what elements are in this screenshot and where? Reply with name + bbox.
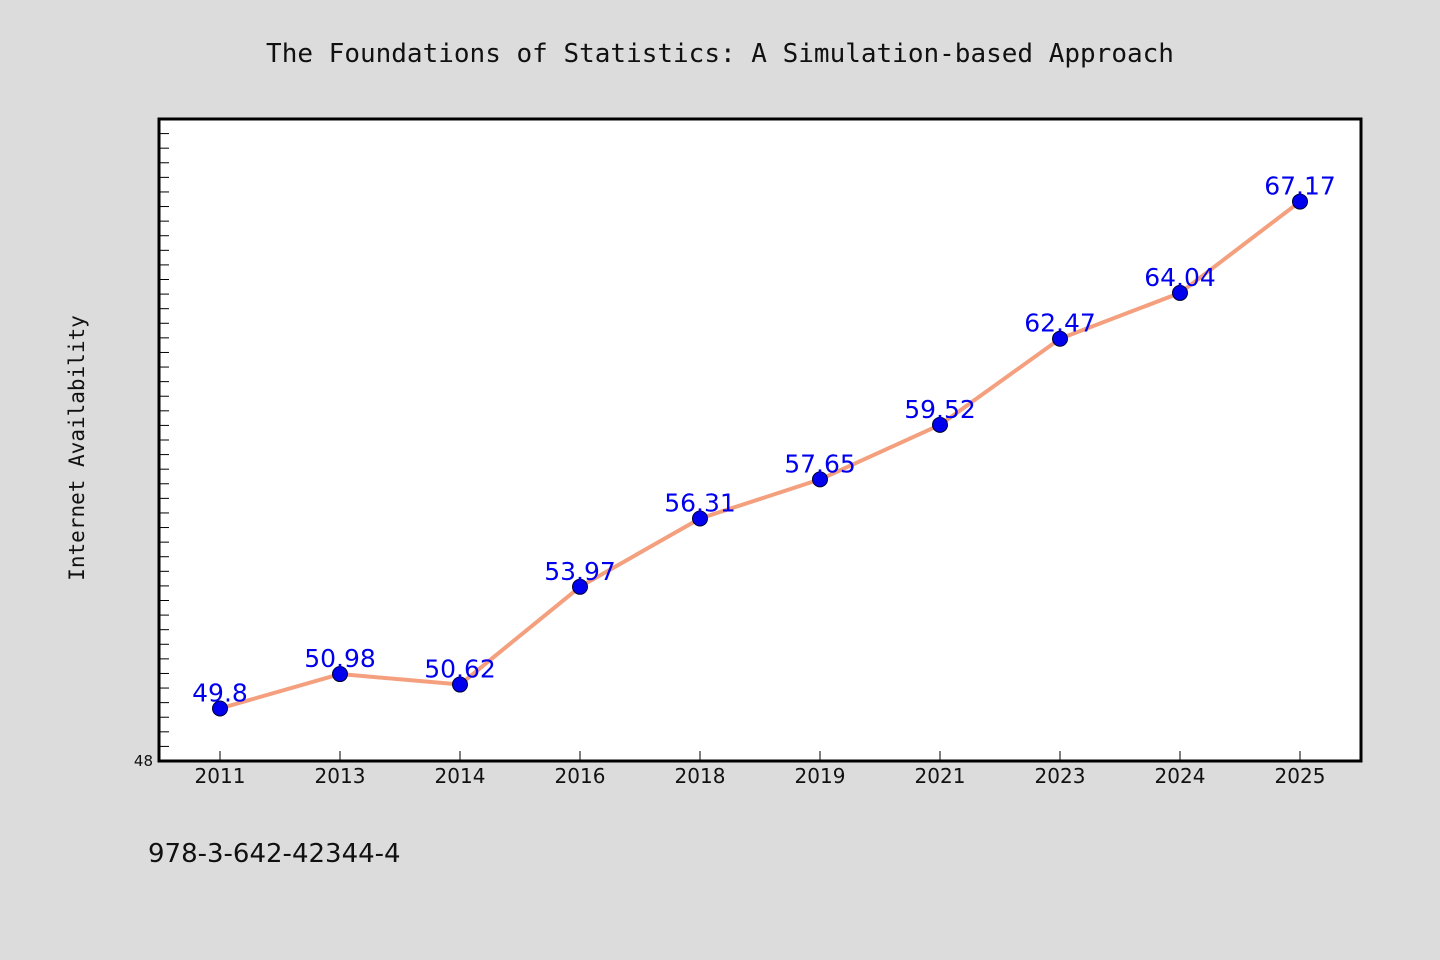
plot-area [157,117,1363,763]
chart-title: The Foundations of Statistics: A Simulat… [266,39,1174,69]
data-point [332,666,348,683]
data-point [692,510,708,527]
x-tick-label: 2014 [435,764,486,788]
series-line [218,199,1302,711]
x-tick-label: 2019 [795,764,846,788]
data-label: 62.47 [1024,309,1096,338]
data-point [452,676,468,693]
data-labels: 49.8 50.98 50.62 53.97 56.31 57.65 59.52 62.47 6… [192,172,1336,708]
data-label: 57.65 [784,449,856,478]
data-label: 56.31 [664,488,736,517]
x-tick-label: 2024 [1155,764,1206,788]
data-point [212,700,228,717]
x-tick-label: 2023 [1035,764,1086,788]
x-tick-label: 2018 [675,764,726,788]
data-point [932,416,948,433]
data-point [572,578,588,595]
data-point [1052,330,1068,347]
isbn-footnote: 978-3-642-42344-4 [148,839,401,869]
data-label: 49.8 [192,678,248,707]
data-label: 53.97 [544,557,616,586]
data-label: 50.98 [304,644,376,673]
data-point [812,471,828,488]
data-label: 50.62 [424,655,496,684]
y-tick-label: 48 [134,752,153,770]
data-label: 64.04 [1144,263,1216,292]
x-tick-label: 2025 [1275,764,1326,788]
x-tick-label: 2013 [315,764,366,788]
data-point [1172,284,1188,301]
data-label: 59.52 [904,395,976,424]
data-markers [212,193,1308,717]
data-label: 67.17 [1264,172,1336,201]
data-point [1292,193,1308,210]
x-axis-ticks: 2011 2013 2014 2016 2018 2019 2021 2023 2024 2025 [195,751,1326,788]
x-tick-label: 2021 [915,764,966,788]
x-tick-label: 2011 [195,764,246,788]
x-tick-label: 2016 [555,764,606,788]
y-axis-ticks [159,133,169,747]
y-axis-label: Internet Availability [65,315,89,581]
